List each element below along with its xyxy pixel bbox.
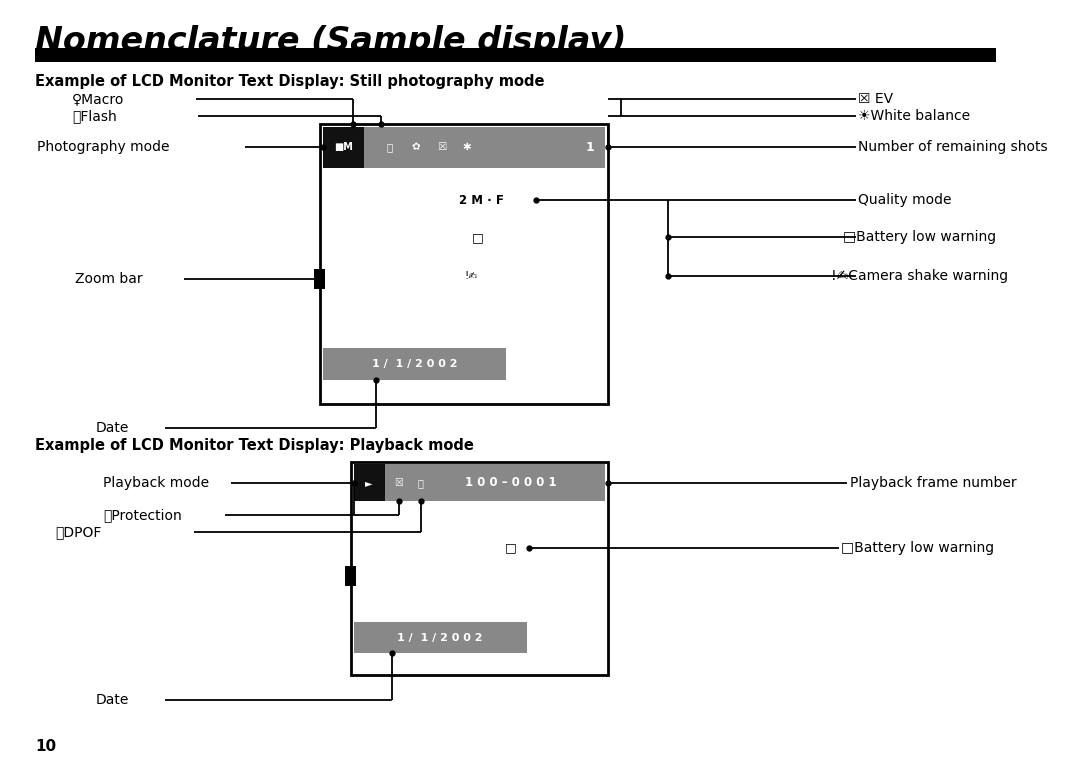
Text: ✿: ✿: [411, 143, 420, 152]
Text: ☒: ☒: [394, 478, 403, 487]
Text: ⓞProtection: ⓞProtection: [103, 508, 181, 522]
Bar: [353, 622, 527, 653]
Text: ⓈFlash: ⓈFlash: [72, 109, 117, 123]
Text: ♀Macro: ♀Macro: [72, 92, 124, 106]
Bar: [320, 124, 608, 404]
Text: !✍Camera shake warning: !✍Camera shake warning: [831, 269, 1008, 283]
Text: Playback mode: Playback mode: [103, 476, 210, 490]
Bar: [353, 464, 384, 501]
Text: Photography mode: Photography mode: [37, 140, 170, 154]
Bar: [323, 127, 364, 168]
Text: Date: Date: [96, 421, 130, 435]
Text: □: □: [472, 231, 483, 244]
Text: Playback frame number: Playback frame number: [850, 476, 1016, 490]
Text: 1 0 0 – 0 0 0 1: 1 0 0 – 0 0 0 1: [464, 476, 556, 489]
Text: Date: Date: [96, 693, 130, 707]
Text: Number of remaining shots: Number of remaining shots: [858, 140, 1048, 154]
Text: 1 /  1 / 2 0 0 2: 1 / 1 / 2 0 0 2: [397, 633, 483, 643]
Text: Ⓣ: Ⓣ: [387, 143, 393, 152]
Text: ■M: ■M: [334, 143, 353, 152]
Text: !✍: !✍: [464, 272, 477, 281]
Text: ☒ EV: ☒ EV: [858, 92, 893, 106]
Text: Quality mode: Quality mode: [858, 193, 951, 207]
Bar: [353, 464, 605, 501]
Text: Nomenclature (Sample display): Nomenclature (Sample display): [35, 25, 626, 58]
Text: Example of LCD Monitor Text Display: Playback mode: Example of LCD Monitor Text Display: Pla…: [35, 438, 474, 453]
Text: ☀White balance: ☀White balance: [858, 109, 970, 123]
Bar: [351, 462, 608, 675]
Text: 2 M · F: 2 M · F: [459, 194, 503, 206]
Text: Zoom bar: Zoom bar: [76, 272, 143, 286]
Bar: [346, 566, 355, 586]
Bar: [35, 48, 996, 62]
Text: ⎙DPOF: ⎙DPOF: [56, 525, 102, 539]
Bar: [323, 127, 605, 168]
Text: □Battery low warning: □Battery low warning: [841, 541, 995, 555]
Bar: [323, 348, 507, 380]
Text: 1: 1: [585, 141, 594, 154]
Text: □Battery low warning: □Battery low warning: [843, 230, 997, 244]
Text: ►: ►: [365, 478, 373, 487]
Text: 1 /  1 / 2 0 0 2: 1 / 1 / 2 0 0 2: [372, 359, 457, 369]
Text: ⎙: ⎙: [418, 478, 423, 487]
Text: □: □: [504, 542, 516, 554]
Text: ☒: ☒: [436, 143, 446, 152]
Text: ✱: ✱: [462, 143, 471, 152]
Text: Example of LCD Monitor Text Display: Still photography mode: Example of LCD Monitor Text Display: Sti…: [35, 74, 544, 88]
Text: 10: 10: [35, 740, 56, 754]
Bar: [314, 269, 325, 289]
